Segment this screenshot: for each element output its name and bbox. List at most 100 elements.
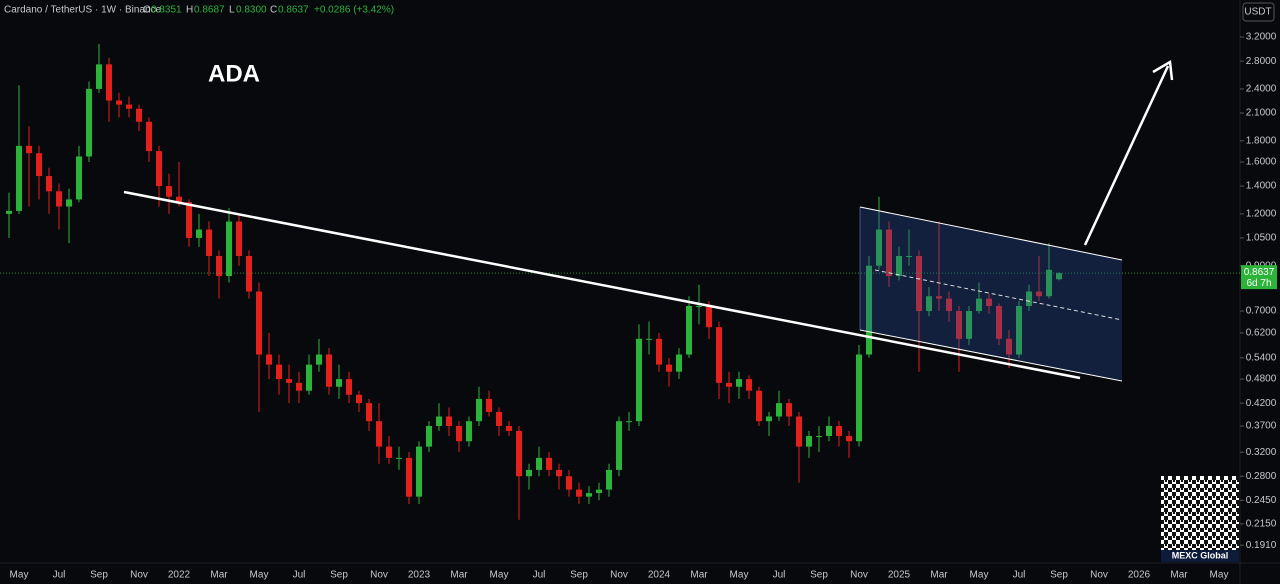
arrow-head [1152, 59, 1174, 81]
x-tick-label: Jul [773, 570, 786, 581]
candle-body [836, 425, 842, 437]
x-tick-label: Nov [130, 570, 148, 581]
candle-body [466, 421, 472, 442]
low-value: 0.8300 [236, 5, 267, 16]
candle-body [976, 298, 982, 312]
candle-body [196, 229, 202, 238]
x-tick-label: 2026 [1128, 570, 1151, 581]
candle-body [16, 145, 22, 211]
candle-body [796, 416, 802, 447]
x-tick-label: Sep [330, 570, 348, 581]
candle-body [536, 457, 542, 470]
y-tick-label: 0.2450 [1246, 495, 1277, 506]
candle-body [366, 403, 372, 422]
candle-body [876, 229, 882, 266]
symbol: Cardano / TetherUS · 1W · Binance [4, 5, 162, 16]
watermark-bg [1161, 550, 1239, 562]
candle-body [626, 421, 632, 423]
candle-body [186, 202, 192, 238]
candle-body [256, 291, 262, 355]
x-tick-label: Mar [210, 570, 228, 581]
x-tick-label: May [970, 570, 989, 581]
candle-body [896, 255, 902, 277]
candle-body [826, 425, 832, 437]
x-tick-label: Mar [930, 570, 948, 581]
candle-body [1046, 269, 1052, 297]
currency-button[interactable] [1242, 2, 1275, 22]
candle-body [966, 311, 972, 339]
y-tick-label: 0.1910 [1246, 540, 1277, 551]
candle-body [176, 196, 182, 203]
candle-body [96, 64, 102, 89]
candle-body [1016, 305, 1022, 355]
candle-body [856, 354, 862, 442]
candle-body [106, 64, 112, 101]
candle-body [816, 436, 822, 438]
x-tick-label: May [250, 570, 269, 581]
candle-body [116, 100, 122, 105]
candle-body [1026, 291, 1032, 306]
candle-body [866, 265, 872, 355]
channel-bottom [859, 329, 1123, 382]
x-tick-label: Sep [90, 570, 108, 581]
candle-body [756, 390, 762, 422]
candle-body [526, 469, 532, 477]
candle-body [946, 298, 952, 312]
candle-body [676, 354, 682, 372]
candle-body [1056, 273, 1062, 280]
candle-body [476, 398, 482, 422]
candle-body [556, 469, 562, 477]
x-tick-label: Nov [370, 570, 388, 581]
x-tick-label: May [730, 570, 749, 581]
axes: 3.2000 2.8000 2.4000 2.1000 1.8000 1.6000 1.40… [10, 32, 1277, 581]
y-tick-label: 0.2150 [1246, 518, 1277, 529]
candle-body [786, 403, 792, 417]
channel-top [859, 206, 1123, 261]
candle-body [156, 151, 162, 187]
header: Cardano / TetherUS · 1W · Binance O 0.83… [4, 5, 394, 16]
currency[interactable]: USDT [1244, 7, 1271, 18]
price-badge-label: 0.8637 [1244, 267, 1275, 278]
y-tick-label: 0.7000 [1246, 306, 1277, 317]
x-tick-label: Sep [570, 570, 588, 581]
candle-body [146, 121, 152, 152]
candle-body [746, 379, 752, 391]
candle-body [1036, 291, 1042, 297]
watermark: MEXC Global [1172, 550, 1229, 560]
candle-body [6, 210, 12, 214]
candle-body [986, 298, 992, 306]
x-tick-label: 2025 [888, 570, 911, 581]
candle-body [1006, 338, 1012, 355]
y-tick-label: 0.6200 [1246, 328, 1277, 339]
candle-body [486, 398, 492, 412]
candle-body [226, 221, 232, 277]
channel-fill [860, 207, 1122, 381]
y-tick-label: 0.3700 [1246, 421, 1277, 432]
arrow-shaft [1083, 65, 1170, 246]
candle-body [46, 176, 52, 192]
candle-body [696, 305, 702, 307]
candle-body [916, 255, 922, 312]
candle-body [546, 457, 552, 470]
y-tick-label: 1.0500 [1246, 233, 1277, 244]
candle-body [736, 379, 742, 387]
candle-body [666, 364, 672, 372]
y-tick-label: 1.4000 [1246, 181, 1277, 192]
candle-body [996, 305, 1002, 339]
candle-body [776, 403, 782, 417]
candle-body [496, 411, 502, 426]
candle-body [516, 430, 522, 477]
x-tick-label: Jul [293, 570, 306, 581]
candle-body [26, 145, 32, 154]
candle-body [616, 421, 622, 470]
candle-body [636, 338, 642, 422]
candle-body [436, 416, 442, 426]
channel-mid [874, 269, 1123, 321]
candle-body [36, 153, 42, 177]
x-tick-label: May [490, 570, 509, 581]
o-label: O [143, 5, 151, 16]
candle-body [416, 446, 422, 497]
candle-body [76, 156, 82, 200]
open-value: 0.8351 [151, 5, 182, 16]
candle-body [606, 469, 612, 490]
